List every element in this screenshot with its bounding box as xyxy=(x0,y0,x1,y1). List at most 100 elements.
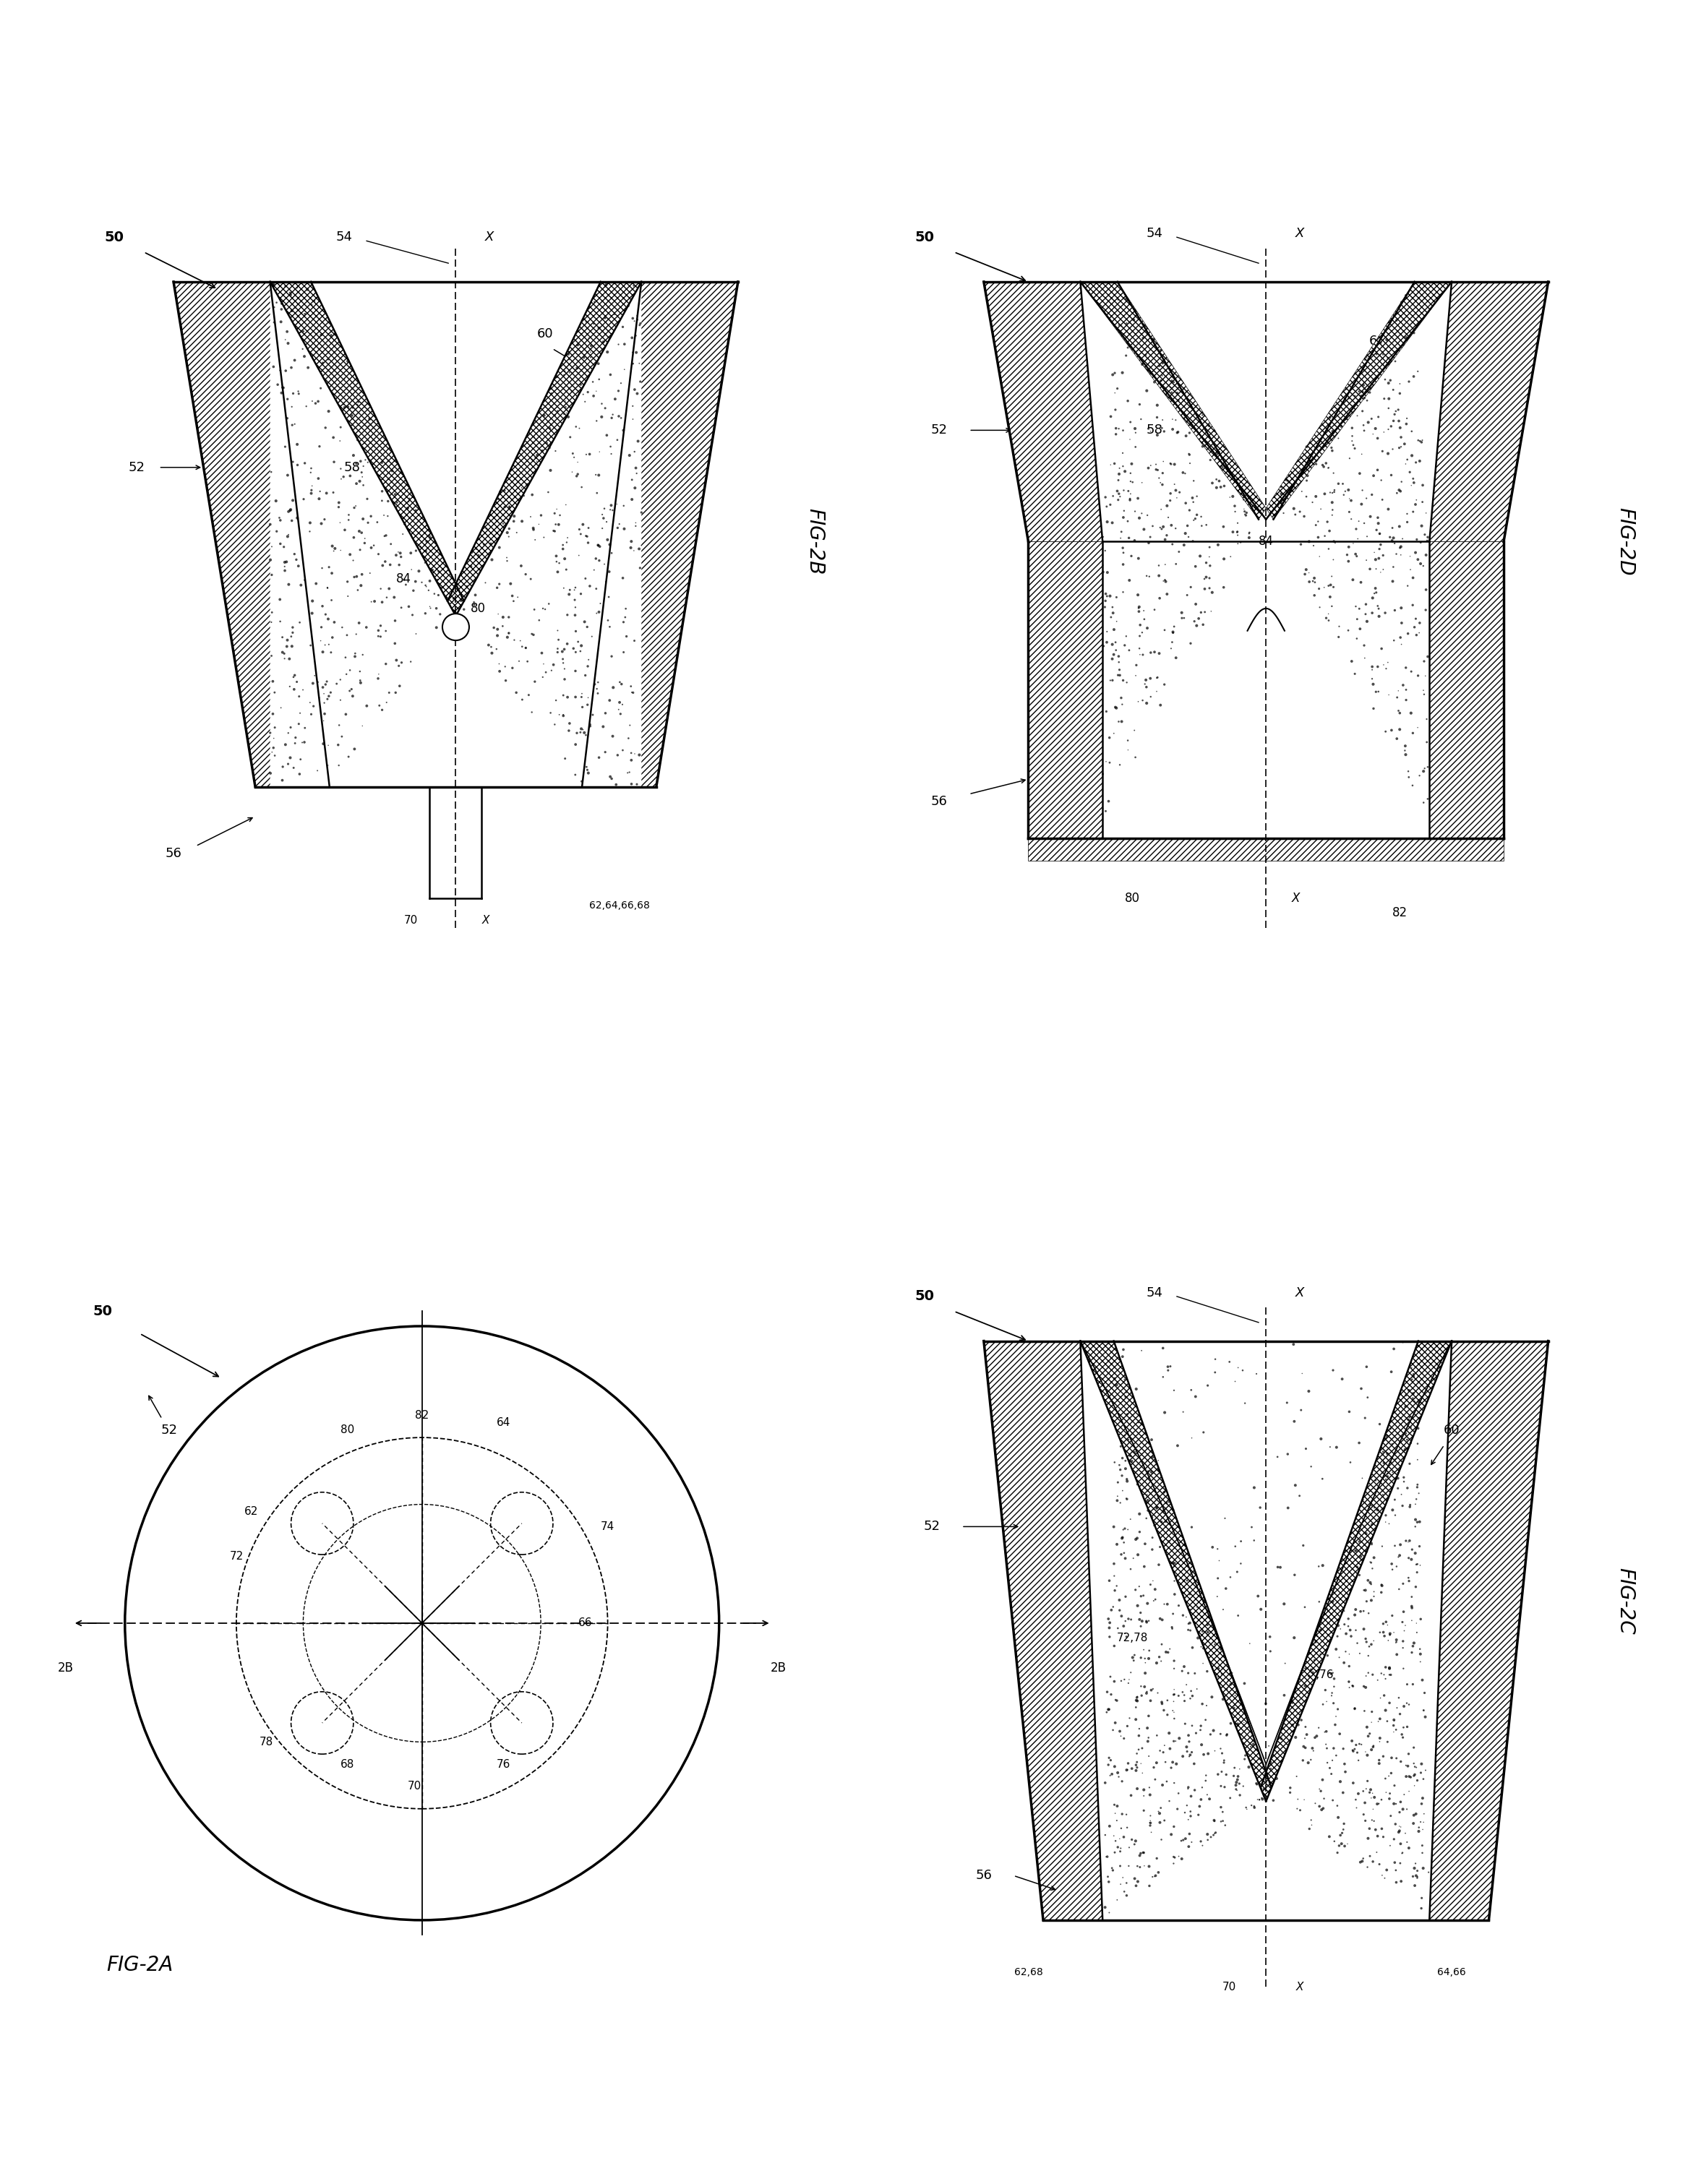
Point xyxy=(1354,1850,1381,1885)
Point xyxy=(1379,1455,1406,1489)
Point xyxy=(327,533,354,568)
Point xyxy=(275,518,302,553)
Point xyxy=(356,402,383,437)
Point xyxy=(478,526,505,561)
Point xyxy=(1315,450,1342,485)
Point xyxy=(522,592,549,627)
Point xyxy=(285,376,312,411)
Point xyxy=(1345,1426,1372,1461)
Point xyxy=(623,767,650,802)
Point xyxy=(1136,1778,1163,1813)
Point xyxy=(1344,539,1371,574)
Point xyxy=(1177,494,1204,529)
Point xyxy=(1328,1826,1355,1861)
Point xyxy=(1398,1603,1425,1638)
Point xyxy=(1227,1778,1254,1813)
Point xyxy=(1328,467,1355,502)
Point xyxy=(1117,1655,1144,1690)
Point xyxy=(1133,1605,1160,1640)
Point xyxy=(346,653,373,688)
Point xyxy=(1146,581,1173,616)
Point xyxy=(569,378,596,413)
Point xyxy=(388,644,415,679)
Point xyxy=(1210,1682,1237,1717)
Point xyxy=(1165,535,1192,570)
Point xyxy=(1109,1861,1136,1896)
Point xyxy=(1126,1496,1153,1531)
Point xyxy=(375,483,402,518)
Point xyxy=(1188,1614,1215,1649)
Point xyxy=(1406,1476,1433,1511)
Point xyxy=(1382,1498,1409,1533)
Point xyxy=(309,345,336,380)
Point xyxy=(272,323,299,358)
Point xyxy=(1190,1415,1217,1450)
Point xyxy=(582,542,609,577)
Point xyxy=(1310,1791,1337,1826)
Polygon shape xyxy=(1028,542,1102,839)
Point xyxy=(339,397,366,432)
Point xyxy=(1109,500,1136,535)
Point xyxy=(1330,1806,1357,1841)
Point xyxy=(1123,1867,1150,1902)
Point xyxy=(1361,690,1388,725)
Point xyxy=(1340,428,1367,463)
Point xyxy=(1163,1559,1190,1594)
Point xyxy=(571,341,598,376)
Point xyxy=(1379,432,1406,467)
Point xyxy=(1224,515,1251,550)
Point xyxy=(285,373,312,408)
Point xyxy=(1119,1640,1146,1675)
Point xyxy=(395,590,422,625)
Point xyxy=(1354,605,1381,640)
Point xyxy=(388,454,415,489)
Point xyxy=(348,557,375,592)
Point xyxy=(334,738,361,773)
Point xyxy=(1409,1693,1436,1728)
Point xyxy=(349,708,376,743)
Point xyxy=(1173,1789,1200,1824)
Point xyxy=(1109,688,1136,723)
Point xyxy=(1388,590,1415,625)
Point xyxy=(1398,1588,1425,1623)
Point xyxy=(1153,577,1180,612)
Point xyxy=(273,520,300,555)
Point xyxy=(307,622,334,657)
Point xyxy=(1403,1859,1430,1894)
Point xyxy=(1401,1385,1428,1420)
Point xyxy=(1231,1741,1258,1776)
Point xyxy=(1276,1776,1303,1811)
Point xyxy=(1111,1363,1138,1398)
Point xyxy=(1111,535,1138,570)
Point xyxy=(1377,1354,1404,1389)
Point xyxy=(1241,1789,1268,1824)
Point xyxy=(1369,1476,1396,1511)
Point xyxy=(385,649,412,684)
Point xyxy=(1393,406,1420,441)
Point xyxy=(417,590,444,625)
Point xyxy=(508,548,535,583)
Point xyxy=(1335,480,1362,515)
Point xyxy=(1318,430,1345,465)
Point xyxy=(317,317,344,352)
Point xyxy=(1237,1789,1264,1824)
Point xyxy=(1367,463,1394,498)
Point xyxy=(1185,601,1212,636)
Point xyxy=(559,437,586,472)
Point xyxy=(1247,1592,1274,1627)
Point xyxy=(579,365,606,400)
Point xyxy=(1357,1544,1384,1579)
Point xyxy=(1376,520,1403,555)
Point xyxy=(1344,522,1371,557)
Point xyxy=(523,443,550,478)
Point xyxy=(1381,1332,1408,1367)
Text: 80: 80 xyxy=(341,1424,354,1435)
Point xyxy=(537,411,564,446)
Point xyxy=(1112,1603,1139,1638)
Point xyxy=(493,544,520,579)
Point xyxy=(1171,1562,1198,1597)
Point xyxy=(508,629,535,664)
Point xyxy=(365,662,392,697)
Point xyxy=(1374,1704,1401,1738)
Point xyxy=(258,638,285,673)
